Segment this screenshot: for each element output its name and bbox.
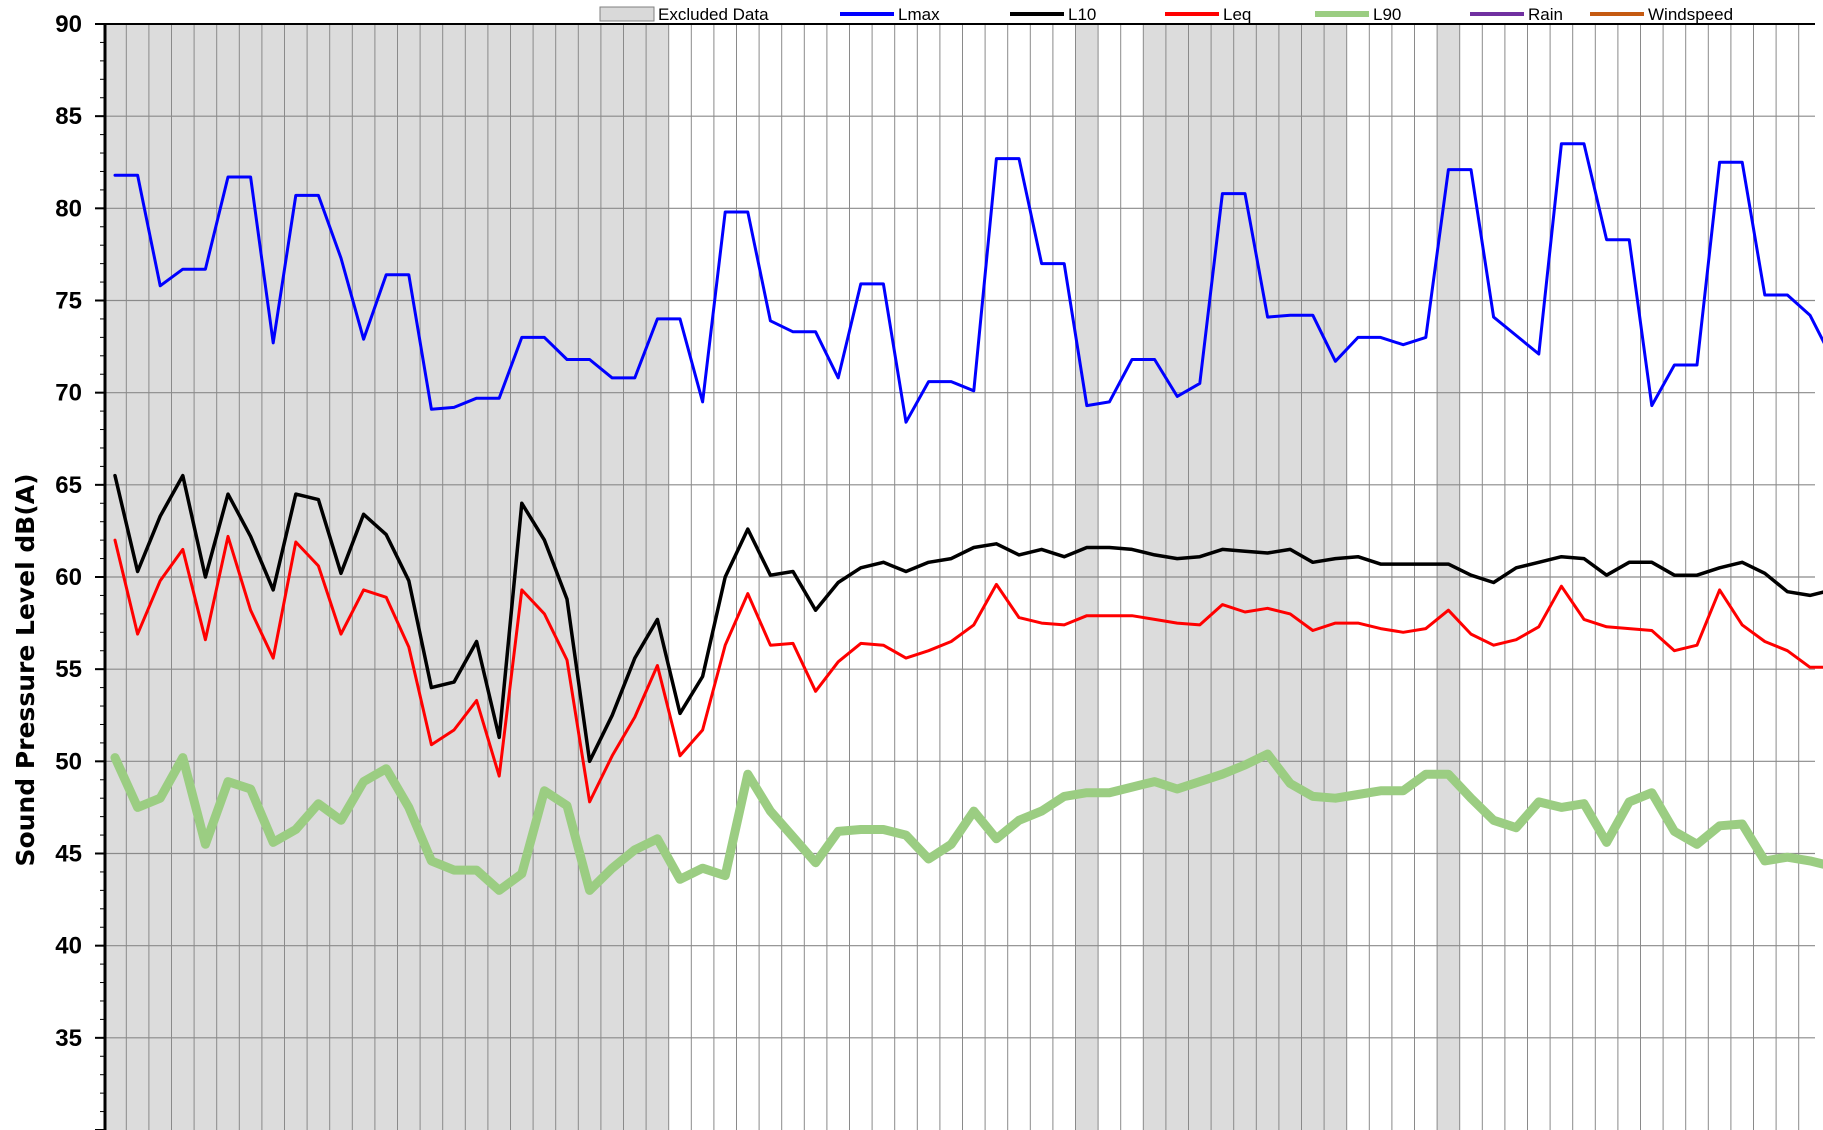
series-lines [110,142,1823,895]
y-tick-label: 45 [55,841,82,868]
grid-lines [105,23,1815,1130]
y-tick-label: 35 [55,1025,82,1052]
y-tick-label: 75 [55,288,82,315]
y-tick-label: 70 [55,380,82,407]
legend-label-l10: L10 [1068,5,1096,24]
y-tick-label: 55 [55,656,82,683]
y-tick-label: 60 [55,564,82,591]
legend: Excluded Data Lmax L10 Leq L90 Rain Windspeed [599,5,1733,24]
y-tick-label: 40 [55,933,82,960]
legend-label-excluded-data: Excluded Data [658,5,769,24]
legend-label-windspeed: Windspeed [1648,5,1733,24]
series-lmax-line [113,142,1823,424]
legend-swatch-excluded-data [599,6,655,22]
y-tick-label: 50 [55,748,82,775]
axes [95,23,1815,1130]
y-tick-label: 85 [55,103,82,130]
series-leq-line [113,534,1823,804]
y-tick-label: 65 [55,472,82,499]
y-tick-label: 90 [55,11,82,38]
legend-label-rain: Rain [1528,5,1563,24]
legend-label-leq: Leq [1223,5,1251,24]
y-axis-label: Sound Pressure Level dB(A) [11,473,40,866]
y-tick-labels: 35 40 45 50 55 60 65 70 75 80 85 90 [55,11,82,1052]
legend-label-lmax: Lmax [898,5,940,24]
legend-label-l90: L90 [1373,5,1401,24]
series-l90-line [110,749,1823,895]
y-tick-label: 80 [55,195,82,222]
series-l10-line [113,473,1823,764]
